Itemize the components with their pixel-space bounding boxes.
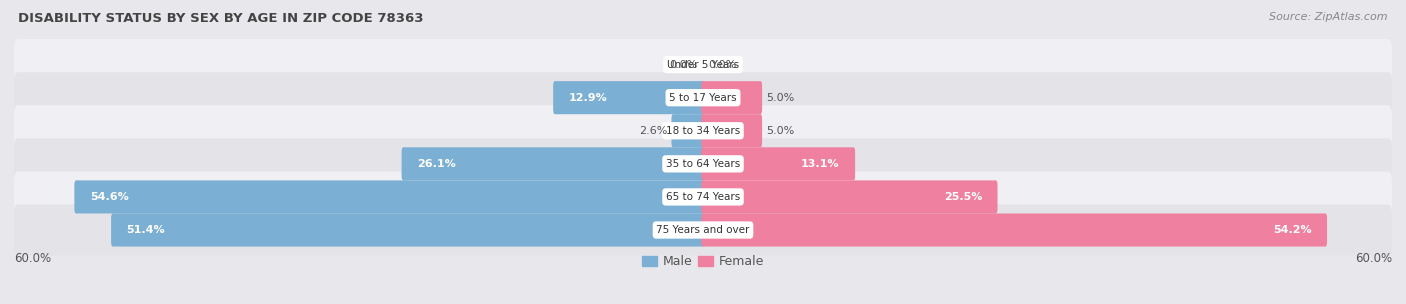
Text: 35 to 64 Years: 35 to 64 Years [666, 159, 740, 169]
FancyBboxPatch shape [14, 171, 1392, 223]
FancyBboxPatch shape [702, 180, 997, 213]
Text: 26.1%: 26.1% [418, 159, 456, 169]
Text: 5.0%: 5.0% [766, 93, 794, 103]
Text: 18 to 34 Years: 18 to 34 Years [666, 126, 740, 136]
Text: 65 to 74 Years: 65 to 74 Years [666, 192, 740, 202]
FancyBboxPatch shape [75, 180, 704, 213]
FancyBboxPatch shape [14, 39, 1392, 90]
FancyBboxPatch shape [14, 138, 1392, 189]
Text: 75 Years and over: 75 Years and over [657, 225, 749, 235]
Text: Under 5 Years: Under 5 Years [666, 60, 740, 70]
FancyBboxPatch shape [702, 213, 1327, 247]
Text: DISABILITY STATUS BY SEX BY AGE IN ZIP CODE 78363: DISABILITY STATUS BY SEX BY AGE IN ZIP C… [18, 12, 423, 25]
FancyBboxPatch shape [672, 114, 704, 147]
FancyBboxPatch shape [402, 147, 704, 180]
Text: 2.6%: 2.6% [640, 126, 668, 136]
FancyBboxPatch shape [14, 205, 1392, 255]
FancyBboxPatch shape [111, 213, 704, 247]
FancyBboxPatch shape [702, 114, 762, 147]
Text: 0.0%: 0.0% [669, 60, 697, 70]
FancyBboxPatch shape [14, 72, 1392, 123]
Text: 0.0%: 0.0% [709, 60, 737, 70]
Text: 60.0%: 60.0% [14, 252, 51, 264]
FancyBboxPatch shape [702, 81, 762, 114]
Text: 51.4%: 51.4% [127, 225, 166, 235]
Text: 25.5%: 25.5% [943, 192, 981, 202]
Text: 54.2%: 54.2% [1272, 225, 1312, 235]
Text: 5 to 17 Years: 5 to 17 Years [669, 93, 737, 103]
FancyBboxPatch shape [553, 81, 704, 114]
Text: 13.1%: 13.1% [801, 159, 839, 169]
FancyBboxPatch shape [14, 105, 1392, 156]
Legend: Male, Female: Male, Female [637, 250, 769, 273]
Text: 60.0%: 60.0% [1355, 252, 1392, 264]
Text: 54.6%: 54.6% [90, 192, 128, 202]
Text: Source: ZipAtlas.com: Source: ZipAtlas.com [1270, 12, 1388, 22]
FancyBboxPatch shape [702, 147, 855, 180]
Text: 12.9%: 12.9% [568, 93, 607, 103]
Text: 5.0%: 5.0% [766, 126, 794, 136]
